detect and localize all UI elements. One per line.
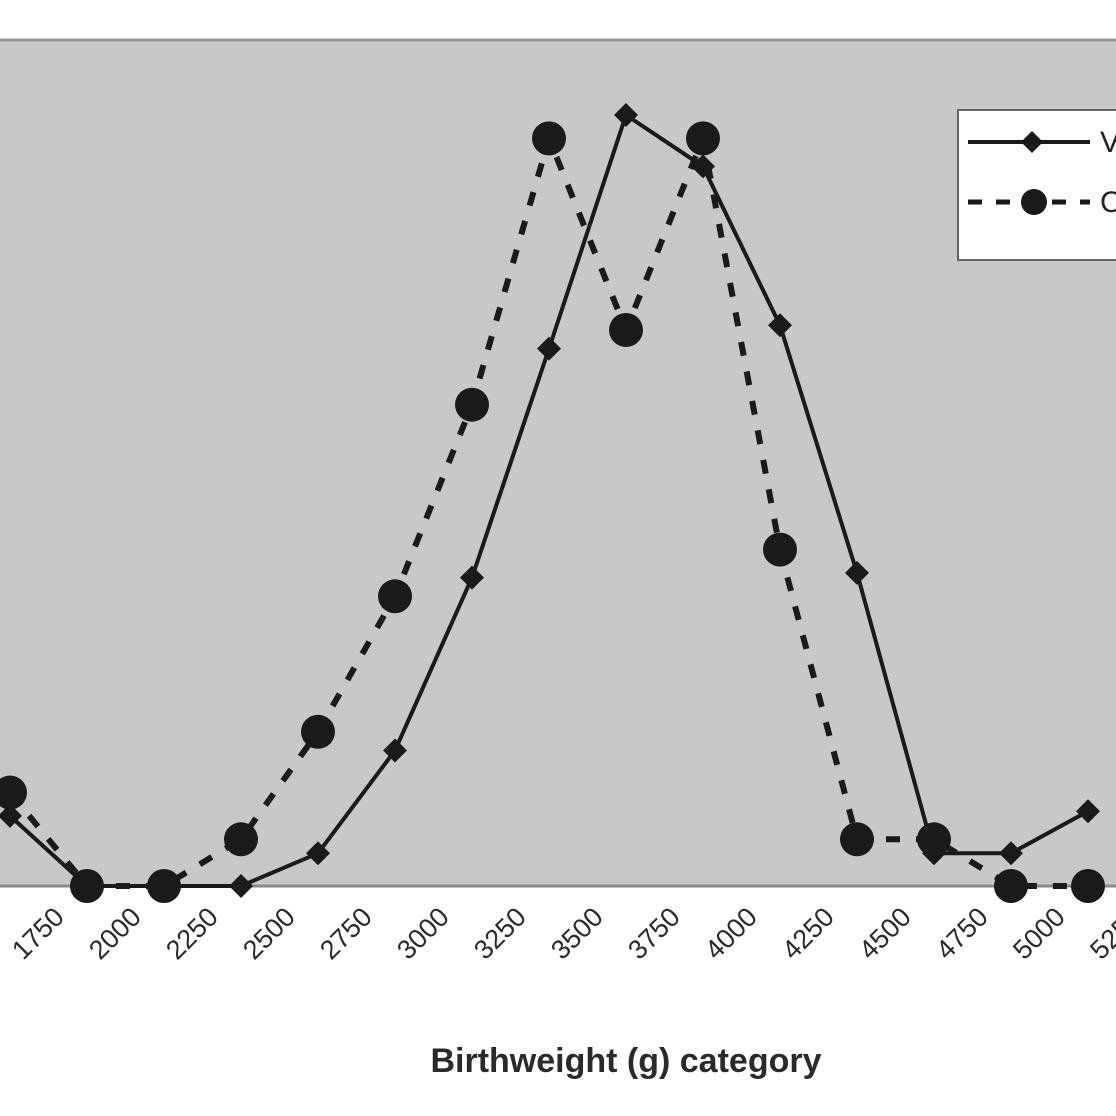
x-tick-label-3000: 3000: [391, 902, 455, 966]
x-tick-label-4500: 4500: [853, 902, 917, 966]
series-2-point-2750: [301, 714, 335, 749]
series-2-point-3750: [609, 312, 643, 347]
x-tick-label-5000: 5000: [1007, 902, 1071, 966]
series-2-point-4250: [763, 532, 797, 567]
series-1-point-1750: [0, 803, 22, 828]
series-2-point-5000: [994, 869, 1028, 903]
x-axis-title: Birthweight (g) category: [430, 1042, 821, 1080]
x-tick-label-4250: 4250: [776, 902, 840, 966]
series-1-point-3000: [383, 738, 407, 763]
x-tick-label-2750: 2750: [314, 902, 378, 966]
x-tick-labels: 1750 2000 2250 2500 2750 3000 3250 3500 3750 4000…: [6, 902, 1116, 966]
series-2-point-2250: [147, 869, 181, 903]
x-tick-label-2000: 2000: [83, 902, 147, 966]
series-2-point-4000: [686, 121, 720, 156]
x-tick-label-3250: 3250: [468, 902, 532, 966]
legend-label-series-2: C: [1100, 186, 1116, 219]
x-tick-label-3750: 3750: [622, 902, 686, 966]
series-1-point-2500: [229, 874, 253, 898]
plot-area: [0, 40, 1116, 886]
legend: V C: [957, 109, 1116, 261]
series-2-point-4500: [840, 822, 874, 857]
series-2-point-2000: [70, 869, 104, 903]
x-tick-label-4750: 4750: [930, 902, 994, 966]
series-1-point-4250: [768, 313, 792, 338]
series-2-point-1750: [0, 775, 27, 810]
x-tick-label-4000: 4000: [699, 902, 763, 966]
x-tick-label-2500: 2500: [237, 902, 301, 966]
legend-diamond-marker: [1021, 131, 1043, 153]
series-2-point-5250: [1071, 869, 1105, 903]
legend-box: [957, 109, 1116, 261]
series-2-point-3000: [378, 579, 412, 614]
series-layer: [0, 103, 1105, 903]
x-tick-label-1750: 1750: [6, 902, 70, 966]
x-tick-label-2250: 2250: [160, 902, 224, 966]
series-1-point-2750: [306, 841, 330, 866]
series-1-point-3750: [614, 103, 638, 127]
series-1-point-3500: [537, 336, 561, 361]
series-2-point-3250: [455, 387, 489, 422]
x-tick-label-3500: 3500: [545, 902, 609, 966]
legend-circle-marker: [1021, 189, 1047, 215]
series-2-point-4750: [917, 822, 951, 857]
series-2-point-3500: [532, 121, 566, 156]
x-tick-label-5250: 5250: [1084, 902, 1116, 966]
series-2-point-2500: [224, 822, 258, 857]
series-1-point-4500: [845, 560, 869, 585]
series-1-point-5000: [999, 841, 1023, 866]
series-1-point-5250: [1076, 799, 1100, 824]
legend-label-series-1: V: [1100, 126, 1116, 159]
series-1-point-3250: [460, 565, 484, 590]
